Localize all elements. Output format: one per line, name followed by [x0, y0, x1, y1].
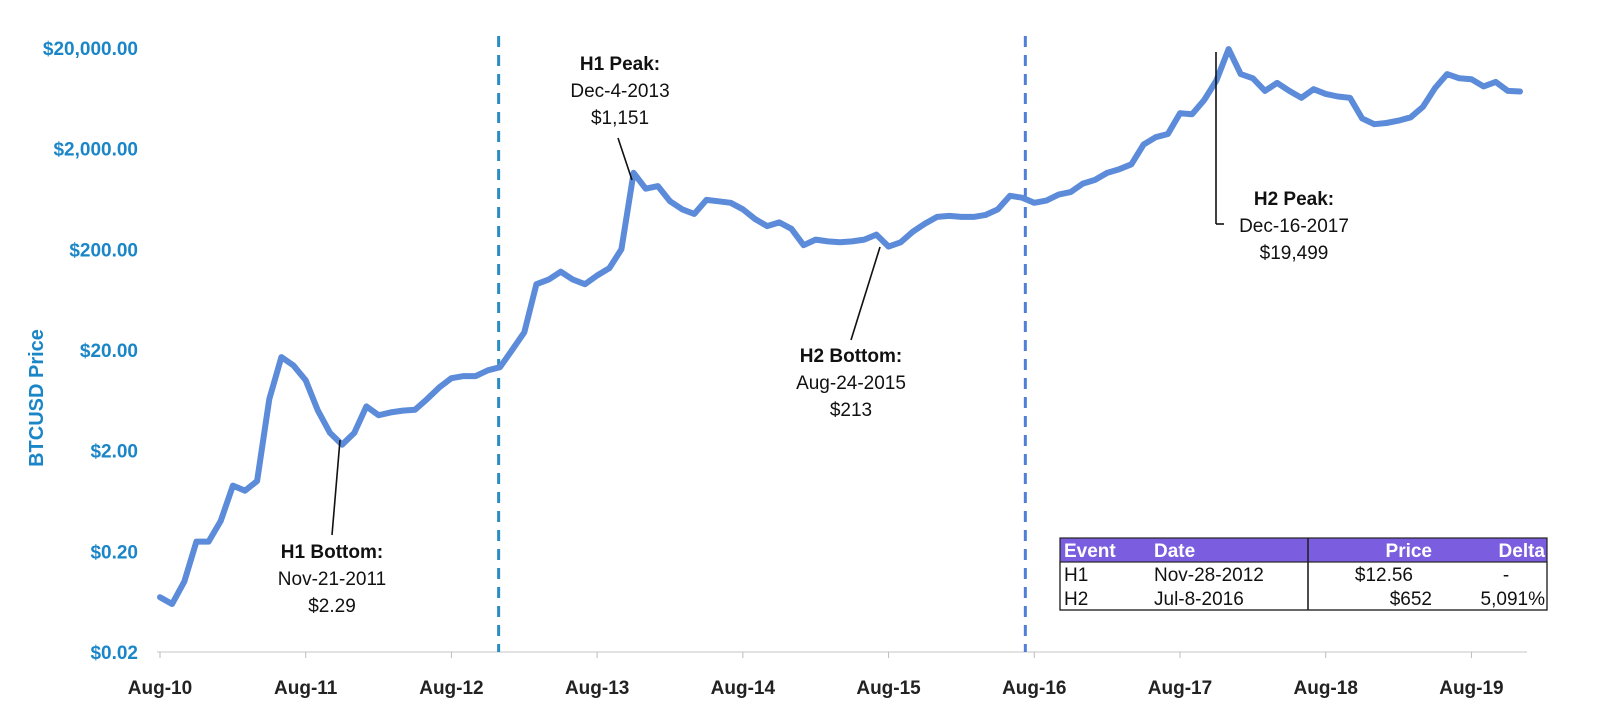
- price-line: [157, 46, 1523, 607]
- annotation-leader: [850, 246, 881, 341]
- x-tick-label: Aug-18: [1294, 678, 1358, 699]
- annotation-leader: [331, 439, 341, 536]
- annotation-price: $2.29: [308, 596, 356, 617]
- table-header-row: [1060, 538, 1547, 562]
- annotation-date: Dec-4-2013: [570, 81, 669, 102]
- table-cell: H1: [1064, 565, 1088, 586]
- annotation-price: $213: [830, 400, 872, 421]
- y-axis-label: BTCUSD Price: [26, 329, 48, 467]
- annotation-title: H2 Bottom:: [800, 346, 902, 367]
- x-tick-label: Aug-16: [1002, 678, 1066, 699]
- x-tick-label: Aug-12: [419, 678, 483, 699]
- table-cell: $652: [1390, 589, 1432, 610]
- y-tick-label: $200.00: [69, 240, 138, 261]
- table-cell: Jul-8-2016: [1154, 589, 1244, 610]
- y-tick-label: $20.00: [80, 341, 138, 362]
- x-tick-label: Aug-11: [274, 678, 338, 699]
- annotation-h1-bottom: H1 Bottom: Nov-21-2011 $2.29: [278, 439, 386, 617]
- annotation-leader: [617, 137, 633, 181]
- table-header-cell: Price: [1386, 541, 1432, 562]
- halving-table: Event Date Price Delta H1 Nov-28-2012 $12.56 - H…: [1059, 537, 1548, 611]
- annotation-date: Aug-24-2015: [796, 373, 906, 394]
- annotation-title: H1 Bottom:: [281, 542, 383, 563]
- table-header-cell: Event: [1064, 541, 1116, 562]
- table-cell: 5,091%: [1481, 589, 1546, 610]
- x-tick-label: Aug-14: [711, 678, 776, 699]
- y-tick-label: $20,000.00: [43, 39, 138, 60]
- x-tick-label: Aug-15: [856, 678, 921, 699]
- x-tick-label: Aug-17: [1148, 678, 1212, 699]
- x-tick-labels: Aug-10 Aug-11 Aug-12 Aug-13 Aug-14 Aug-15 Aug-…: [128, 652, 1504, 699]
- y-tick-labels: $20,000.00 $2,000.00 $200.00 $20.00 $2.00 $0.…: [43, 39, 138, 664]
- annotation-price: $1,151: [591, 108, 649, 129]
- x-tick-label: Aug-10: [128, 678, 192, 699]
- table-border: [1059, 537, 1548, 611]
- table-cell: H2: [1064, 589, 1088, 610]
- table-body: [1059, 561, 1548, 611]
- annotations: H1 Bottom: Nov-21-2011 $2.29 H1 Peak: Dec-4-…: [278, 52, 1349, 617]
- table-header-cell: Date: [1154, 541, 1195, 562]
- annotation-date: Nov-21-2011: [278, 569, 386, 590]
- y-tick-label: $0.20: [90, 542, 138, 563]
- annotation-date: Dec-16-2017: [1239, 216, 1349, 237]
- table-header-cell: Delta: [1499, 541, 1546, 562]
- annotation-h2-peak: H2 Peak: Dec-16-2017 $19,499: [1215, 52, 1349, 264]
- table-cell: $12.56: [1355, 565, 1413, 586]
- x-tick-label: Aug-13: [565, 678, 629, 699]
- y-tick-label: $2.00: [90, 442, 138, 463]
- annotation-price: $19,499: [1260, 243, 1329, 264]
- halving-lines: [497, 36, 1027, 652]
- table-cell: -: [1503, 565, 1509, 586]
- y-tick-label: $0.02: [90, 643, 138, 664]
- x-tick-label: Aug-19: [1439, 678, 1503, 699]
- annotation-h1-peak: H1 Peak: Dec-4-2013 $1,151: [570, 54, 670, 181]
- y-tick-label: $2,000.00: [53, 140, 138, 161]
- annotation-h2-bottom: H2 Bottom: Aug-24-2015 $213: [796, 246, 906, 421]
- annotation-title: H2 Peak:: [1254, 189, 1334, 210]
- annotation-title: H1 Peak:: [580, 54, 660, 75]
- table-cell: Nov-28-2012: [1154, 565, 1264, 586]
